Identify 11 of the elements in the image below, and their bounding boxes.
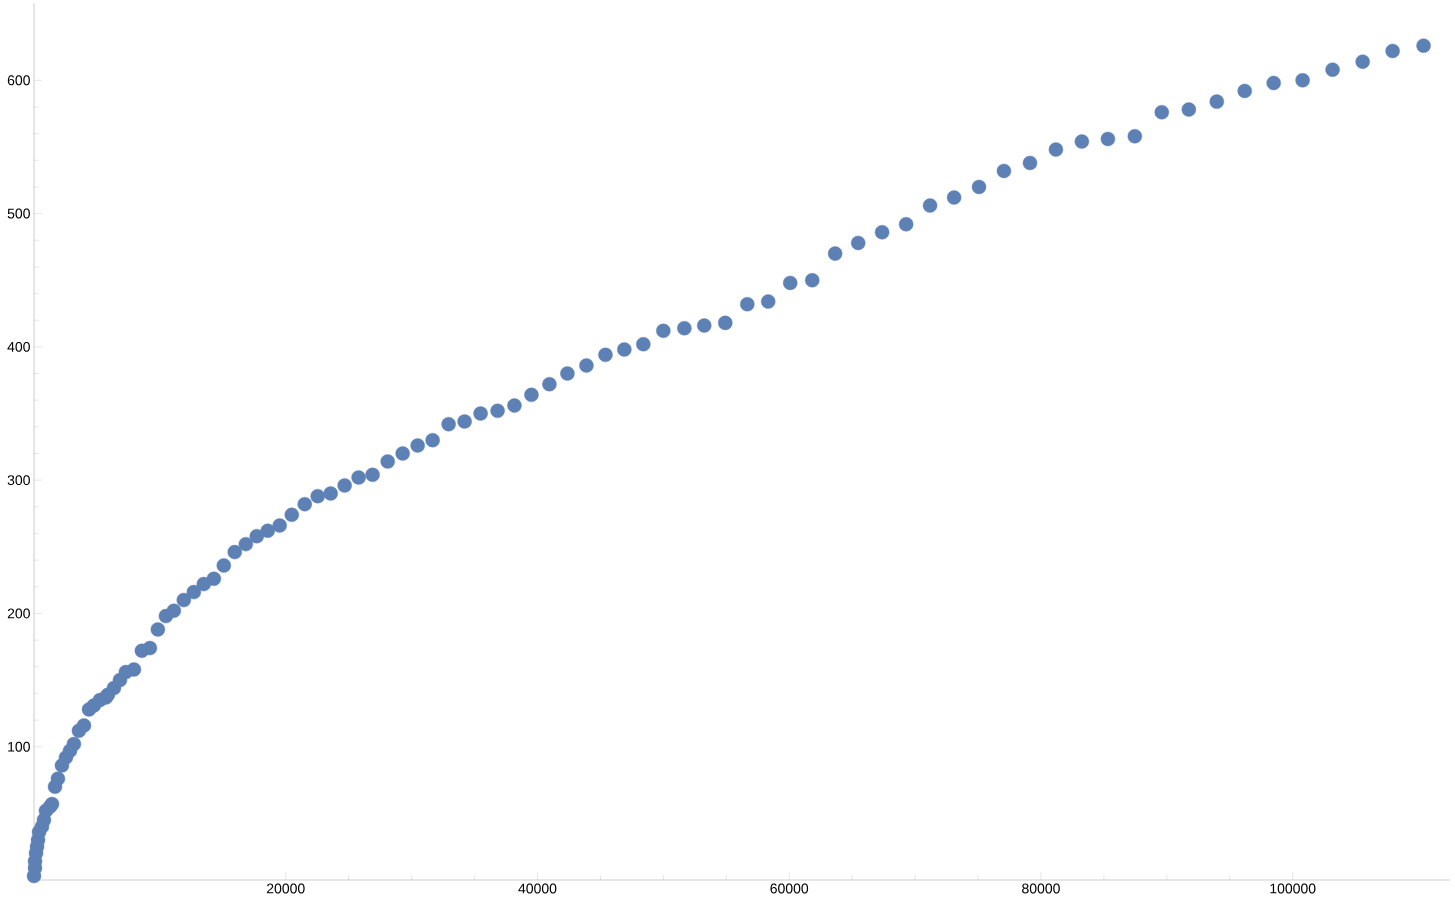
- y-tick-label: 600: [7, 75, 30, 86]
- x-tick-label: 20000: [266, 883, 305, 894]
- x-tick-label: 100000: [1270, 883, 1316, 894]
- y-tick-label: 200: [7, 608, 30, 619]
- y-tick-label: 500: [7, 208, 30, 219]
- x-tick-label: 60000: [770, 883, 809, 894]
- y-tick-label: 300: [7, 475, 30, 486]
- y-tick-label: 100: [8, 741, 30, 752]
- y-tick-label: 400: [7, 341, 30, 352]
- x-tick-label: 40000: [518, 883, 557, 894]
- x-tick-label: 80000: [1022, 883, 1060, 894]
